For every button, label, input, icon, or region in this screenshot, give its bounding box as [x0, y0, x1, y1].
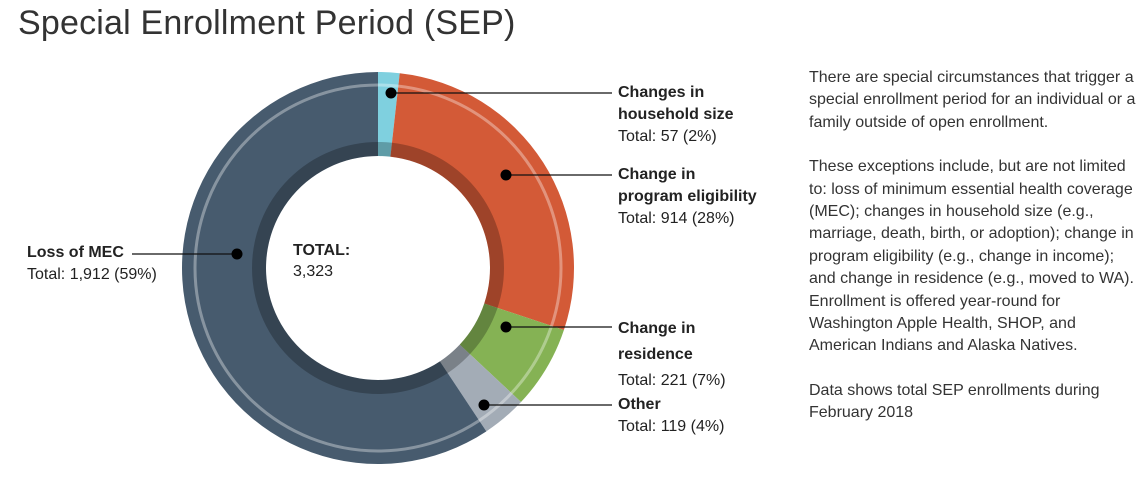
leader-dot [500, 321, 512, 333]
slice-label: Other [618, 396, 661, 413]
slice-label: Changes in [618, 84, 705, 101]
outer-highlight-ring [193, 83, 563, 453]
slice-label: Change in [618, 320, 696, 337]
description-data-note: Data shows total SEP enrollments during … [809, 381, 1100, 422]
description: There are special circumstances that tri… [809, 67, 1139, 447]
slice-change-in-residence [459, 303, 564, 403]
legend-program-eligibility: Change in program eligibility Total: 914… [618, 164, 757, 230]
slice-label: residence [618, 346, 693, 363]
slice-label: household size [618, 106, 734, 123]
slice-label: program eligibility [618, 188, 757, 205]
slice-label: Loss of MEC [27, 244, 124, 261]
description-intro: There are special circumstances that tri… [809, 69, 1136, 131]
total-value: 3,323 [293, 263, 334, 280]
leader-dot [231, 248, 243, 260]
slice-total: Total: 57 (2%) [618, 128, 717, 145]
description-exceptions: These exceptions include, but are not li… [809, 158, 1134, 355]
legend-residence: Change in residence Total: 221 (7%) [618, 316, 726, 394]
slice-other [439, 344, 522, 432]
inner-shadow-ring [252, 142, 504, 394]
legend-loss-of-mec: Loss of MEC Total: 1,912 (59%) [27, 242, 157, 286]
slice-loss-of-mec [181, 72, 487, 464]
legend-household-size: Changes in household size Total: 57 (2%) [618, 82, 734, 148]
slice-change-in-program-eligibility [390, 73, 574, 331]
total-label: TOTAL: [293, 242, 351, 259]
leader-dot [500, 169, 512, 181]
slice-total: Total: 1,912 (59%) [27, 266, 157, 283]
leader-dot [385, 87, 397, 99]
slice-total: Total: 221 (7%) [618, 372, 726, 389]
leader-dot [478, 399, 490, 411]
slice-total: Total: 119 (4%) [618, 418, 725, 435]
page-title: Special Enrollment Period (SEP) [18, 4, 516, 42]
slice-label: Change in [618, 166, 696, 183]
total-center: TOTAL: 3,323 [293, 240, 350, 282]
donut-chart [132, 72, 612, 464]
slice-total: Total: 914 (28%) [618, 210, 735, 227]
legend-other: Other Total: 119 (4%) [618, 394, 724, 438]
